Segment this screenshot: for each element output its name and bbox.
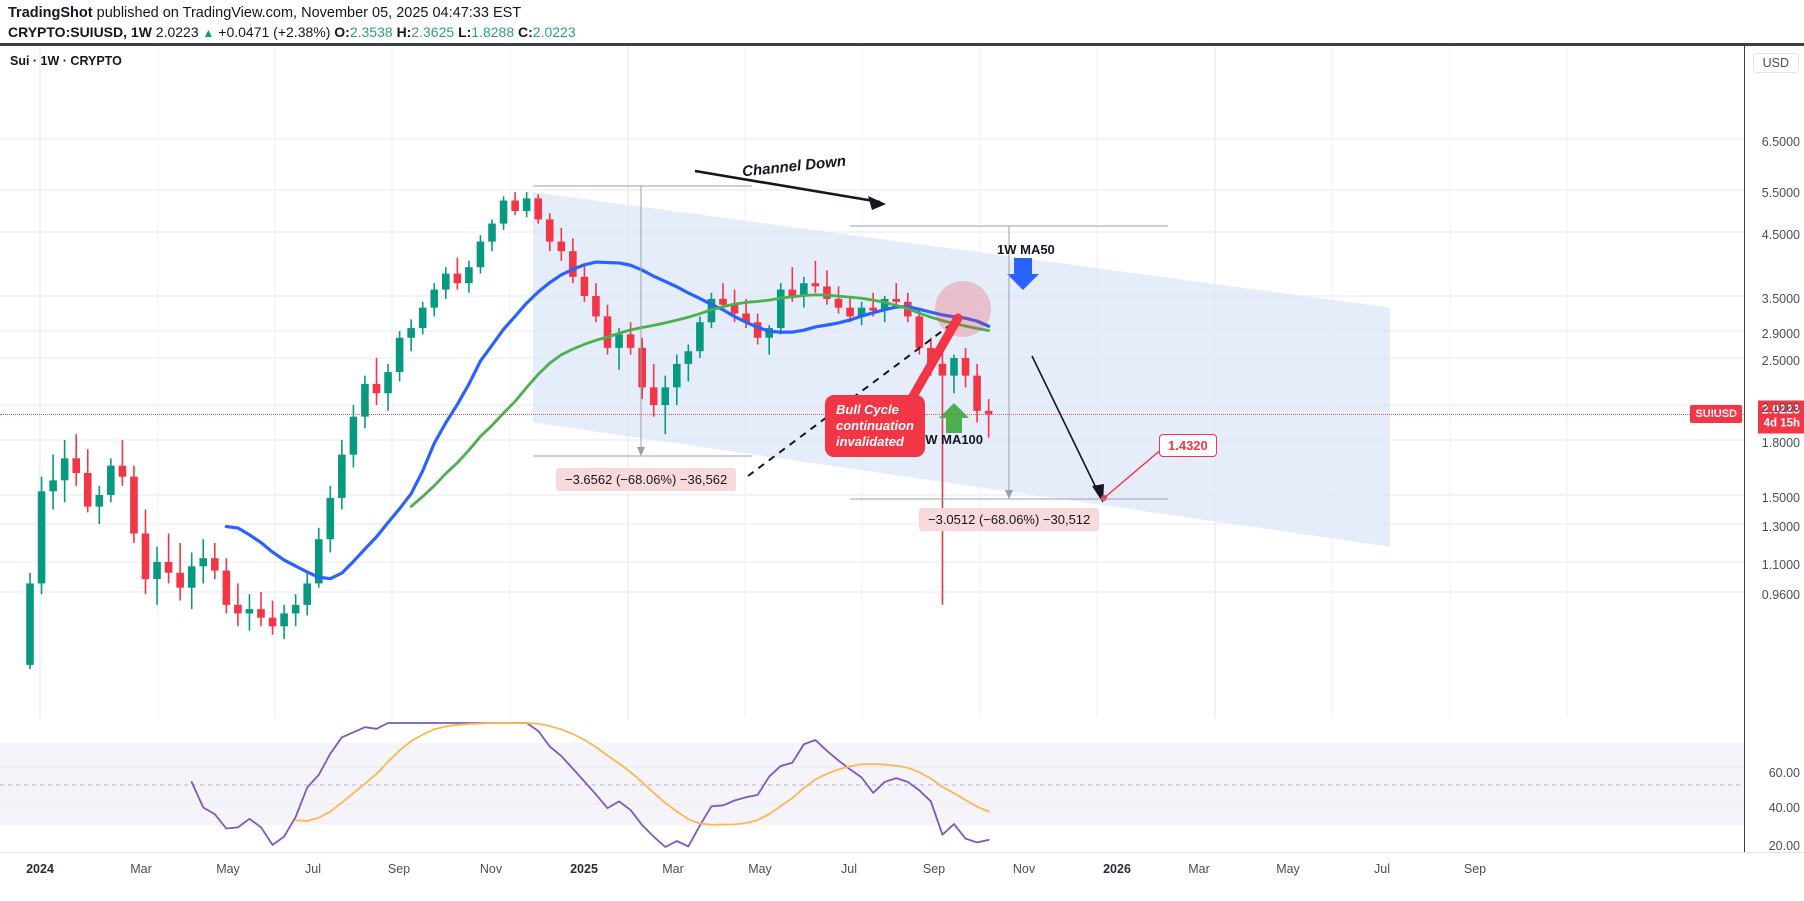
measure-label-1[interactable]: −3.6562 (−68.06%) −36,562 <box>556 468 737 491</box>
price-axis-tick: 1.5000 <box>1761 491 1800 505</box>
time-axis[interactable]: 2024 Mar May Jul Sep Nov 2025 Mar May Jul Sep Nov 20… <box>0 852 1804 886</box>
price-axis-tick: 1.3000 <box>1761 520 1800 534</box>
price-axis-tick: 2.5000 <box>1761 354 1800 368</box>
time-axis-tick: Mar <box>662 862 684 876</box>
time-axis-tick: Mar <box>130 862 152 876</box>
time-axis-tick: Jul <box>841 862 857 876</box>
high-value: 2.3625 <box>411 24 455 40</box>
time-axis-tick: Jul <box>305 862 321 876</box>
price-axis-tick: 2.9000 <box>1761 327 1800 341</box>
close-value: 2.0223 <box>532 24 576 40</box>
high-key: H: <box>396 24 412 40</box>
publication-line: TradingShot published on TradingView.com… <box>8 4 1796 23</box>
ma100-label: 1W MA100 <box>918 432 984 447</box>
callout-line-3: invalidated <box>836 434 904 449</box>
price-axis-tick: 1.1000 <box>1761 558 1800 572</box>
time-axis-tick: Sep <box>1463 862 1487 876</box>
time-axis-tick: May <box>1276 862 1300 876</box>
last-price: 2.0223 <box>155 24 199 40</box>
close-key: C: <box>518 24 533 40</box>
page-header: TradingShot published on TradingView.com… <box>0 0 1804 43</box>
callout-line-2: continuation <box>836 418 914 433</box>
time-axis-tick: 2024 <box>26 862 54 876</box>
time-axis-tick: Nov <box>1012 862 1036 876</box>
measure-label-2[interactable]: −3.0512 (−68.06%) −30,512 <box>919 508 1100 531</box>
price-change: +0.0471 (+2.38%) <box>218 24 331 40</box>
channel-overlay <box>533 192 1390 547</box>
published-text: published on TradingView.com, November 0… <box>96 5 522 21</box>
time-axis-tick: Jul <box>1374 862 1390 876</box>
drawings-overlay[interactable] <box>0 46 1744 719</box>
price-axis[interactable]: USD 2.0223 4d 15h 6.5000 5.5000 4.5000 3.50… <box>1744 46 1804 853</box>
rsi-axis-tick: 60.00 <box>1768 766 1800 780</box>
chart-legend: Sui · 1W · CRYPTO <box>10 54 122 68</box>
price-axis-tick: 3.5000 <box>1761 292 1800 306</box>
price-axis-tick: 4.5000 <box>1761 228 1800 242</box>
symbol-label[interactable]: CRYPTO:SUIUSD, 1W <box>8 24 152 40</box>
open-value: 2.3538 <box>349 24 393 40</box>
time-axis-tick: Nov <box>479 862 503 876</box>
currency-badge[interactable]: USD <box>1752 53 1799 73</box>
rsi-series <box>0 722 1744 848</box>
current-price-value: 2.0223 <box>1761 402 1800 417</box>
rsi-axis-tick: 20.00 <box>1768 839 1800 853</box>
target-price-label[interactable]: 1.4320 <box>1159 434 1217 457</box>
price-pane[interactable]: Sui · 1W · CRYPTO Channel Down Bull Cycl… <box>0 46 1744 719</box>
up-triangle-icon: ▲ <box>202 26 215 40</box>
ma50-label: 1W MA50 <box>997 242 1055 257</box>
rsi-pane[interactable] <box>0 719 1744 852</box>
price-axis-tick: 1.8000 <box>1761 436 1800 450</box>
open-key: O: <box>334 24 350 40</box>
callout-line-1: Bull Cycle <box>836 402 899 417</box>
chart-top-border <box>0 43 1804 46</box>
price-axis-tick: 5.5000 <box>1761 186 1800 200</box>
author-name: TradingShot <box>8 5 93 21</box>
symbol-quote-line: CRYPTO:SUIUSD, 1W 2.0223 ▲ +0.0471 (+2.3… <box>8 23 1796 43</box>
low-key: L: <box>458 24 472 40</box>
time-axis-tick: 2026 <box>1103 862 1131 876</box>
time-axis-tick: May <box>748 862 772 876</box>
candlestick-series[interactable] <box>0 46 1744 719</box>
time-axis-tick: Sep <box>922 862 946 876</box>
current-price-tag: 2.0223 4d 15h <box>1757 400 1804 434</box>
bar-countdown: 4d 15h <box>1763 417 1800 430</box>
bull-cycle-callout[interactable]: Bull Cycle continuation invalidated <box>825 395 925 457</box>
time-axis-tick: May <box>216 862 240 876</box>
rsi-axis-tick: 40.00 <box>1768 801 1800 815</box>
chart-frame[interactable]: Sui · 1W · CRYPTO Channel Down Bull Cycl… <box>0 43 1804 901</box>
price-axis-tick: 6.5000 <box>1761 135 1800 149</box>
time-axis-tick: Mar <box>1188 862 1210 876</box>
price-axis-tick: 0.9600 <box>1761 588 1800 602</box>
price-axis-tick: 2.1000 <box>1761 401 1800 415</box>
footer: TradingView <box>0 886 1804 901</box>
time-axis-tick: 2025 <box>570 862 598 876</box>
low-value: 1.8288 <box>471 24 515 40</box>
time-axis-tick: Sep <box>387 862 411 876</box>
